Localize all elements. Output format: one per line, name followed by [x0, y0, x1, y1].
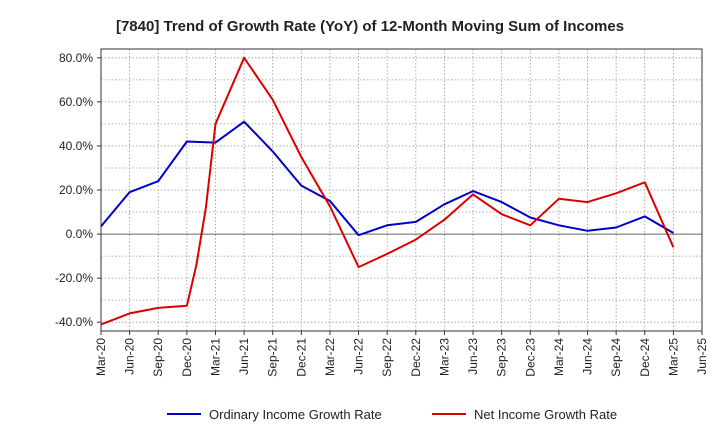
grid	[100, 49, 703, 331]
x-tick-label: Jun-20	[123, 338, 137, 375]
x-tick-label: Jun-23	[466, 338, 480, 375]
x-tick-label: Sep-23	[495, 338, 509, 377]
x-tick-label: Sep-20	[151, 338, 165, 377]
x-tick-label: Mar-20	[94, 338, 108, 376]
x-tick-label: Jun-24	[581, 338, 595, 375]
axes: 80.0%60.0%40.0%20.0%0.0%-20.0%-40.0%Mar-…	[55, 48, 709, 377]
x-tick-label: Sep-22	[380, 338, 394, 377]
legend-label-1: Ordinary Income Growth Rate	[209, 407, 382, 422]
series-line-2	[100, 56, 675, 326]
x-tick-label: Mar-22	[323, 338, 337, 376]
x-tick-label: Jun-22	[352, 338, 366, 375]
x-tick-label: Sep-21	[266, 338, 280, 377]
y-tick-label: 20.0%	[59, 183, 93, 197]
x-tick-label: Dec-20	[180, 338, 194, 377]
x-tick-label: Jun-21	[237, 338, 251, 375]
legend: Ordinary Income Growth Rate Net Income Gr…	[167, 407, 617, 422]
x-tick-label: Dec-23	[523, 338, 537, 377]
x-tick-label: Dec-21	[294, 338, 308, 377]
x-tick-label: Jun-25	[695, 338, 709, 375]
x-tick-label: Mar-23	[437, 338, 451, 376]
x-tick-label: Mar-25	[666, 338, 680, 376]
y-tick-label: 60.0%	[59, 95, 93, 109]
y-tick-label: 40.0%	[59, 139, 93, 153]
y-tick-label: 0.0%	[66, 227, 94, 241]
series	[100, 56, 675, 326]
legend-label-2: Net Income Growth Rate	[474, 407, 617, 422]
y-tick-label: 80.0%	[59, 51, 93, 65]
y-tick-label: -40.0%	[55, 315, 93, 329]
x-tick-label: Sep-24	[609, 338, 623, 377]
x-tick-label: Dec-24	[638, 338, 652, 377]
x-tick-label: Mar-24	[552, 338, 566, 376]
chart-title: [7840] Trend of Growth Rate (YoY) of 12-…	[116, 18, 624, 35]
y-tick-label: -20.0%	[55, 271, 93, 285]
series-line-1	[100, 120, 674, 237]
x-tick-label: Dec-22	[409, 338, 423, 377]
x-tick-label: Mar-21	[208, 338, 222, 376]
